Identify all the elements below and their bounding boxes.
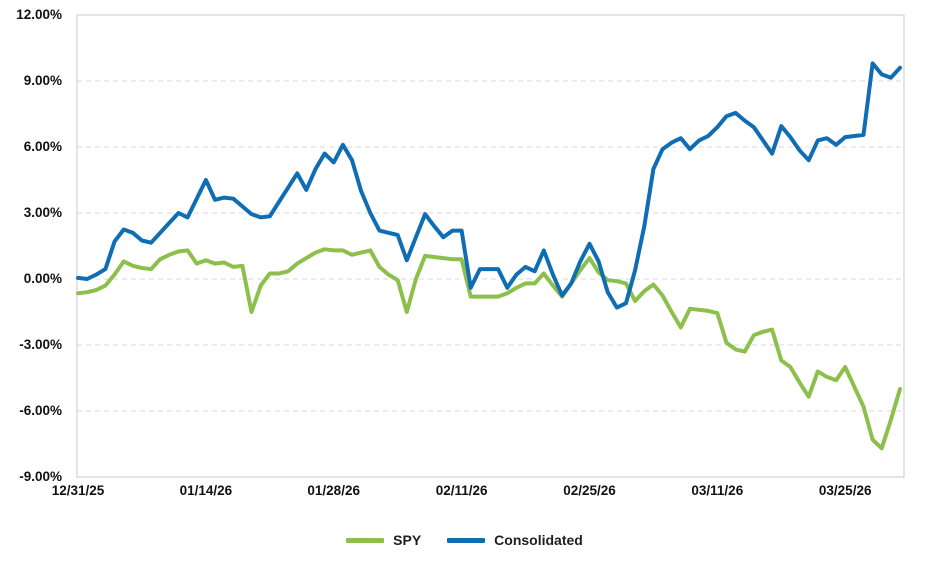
spy-line <box>76 247 902 451</box>
legend: SPY Consolidated <box>0 532 929 548</box>
legend-item-consolidated[interactable]: Consolidated <box>447 532 583 548</box>
y-axis-label: -3.00% <box>19 337 62 352</box>
x-axis-label: 03/11/26 <box>691 483 744 498</box>
x-axis-label: 01/28/26 <box>307 483 360 498</box>
y-axis-label: 12.00% <box>16 7 62 22</box>
spy-line-swatch-icon <box>346 537 385 543</box>
legend-label-spy: SPY <box>393 532 422 548</box>
x-axis-label: 03/25/26 <box>818 483 872 498</box>
x-axis-label: 12/31/25 <box>51 483 105 498</box>
y-axis-label: 0.00% <box>23 271 62 286</box>
y-axis-label: -6.00% <box>19 403 62 418</box>
y-axis-label: 3.00% <box>23 205 62 220</box>
consolidated-line-swatch-icon <box>447 537 486 543</box>
x-axis-label: 02/11/26 <box>435 483 488 498</box>
y-axis-label: -9.00% <box>19 469 62 484</box>
consolidated-line <box>76 61 902 310</box>
x-axis-label: 02/25/26 <box>563 483 616 498</box>
x-axis-label: 01/14/26 <box>179 483 233 498</box>
plot-border <box>76 14 905 478</box>
gridlines <box>77 80 904 412</box>
legend-label-consolidated: Consolidated <box>494 532 583 548</box>
legend-item-spy[interactable]: SPY <box>346 532 421 548</box>
y-axis-label: 6.00% <box>23 139 62 154</box>
y-axis-label: 9.00% <box>23 73 62 88</box>
